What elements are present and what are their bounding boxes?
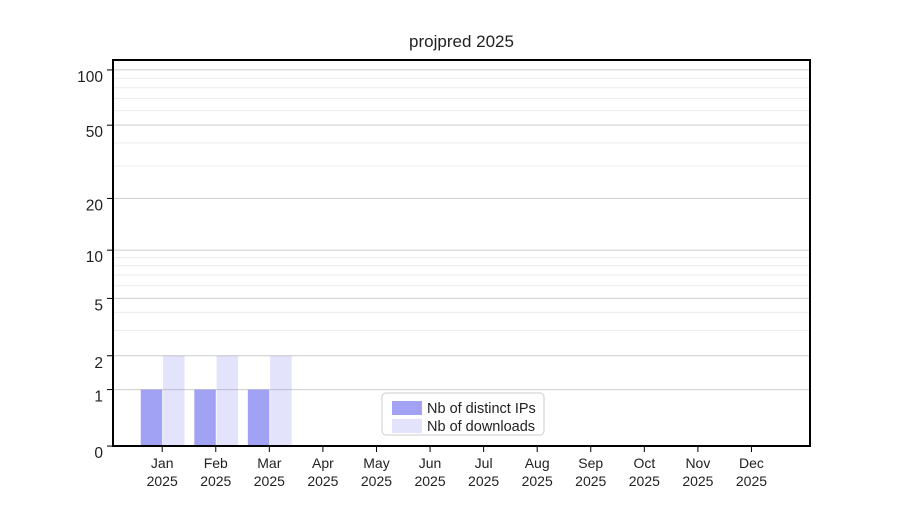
svg-text:2025: 2025 bbox=[522, 473, 553, 489]
svg-text:Feb: Feb bbox=[204, 455, 228, 471]
svg-text:100: 100 bbox=[77, 69, 103, 86]
svg-text:Nb of downloads: Nb of downloads bbox=[427, 419, 535, 435]
svg-text:Nov: Nov bbox=[685, 455, 710, 471]
svg-text:Aug: Aug bbox=[525, 455, 550, 471]
svg-text:2025: 2025 bbox=[254, 473, 285, 489]
svg-text:2025: 2025 bbox=[736, 473, 767, 489]
svg-text:Nb of distinct IPs: Nb of distinct IPs bbox=[427, 401, 536, 417]
svg-text:2025: 2025 bbox=[575, 473, 606, 489]
svg-text:projpred 2025: projpred 2025 bbox=[409, 32, 514, 51]
svg-text:Dec: Dec bbox=[739, 455, 764, 471]
svg-text:Jun: Jun bbox=[419, 455, 442, 471]
svg-text:Jan: Jan bbox=[151, 455, 174, 471]
svg-text:50: 50 bbox=[86, 124, 104, 141]
svg-text:5: 5 bbox=[94, 297, 103, 314]
svg-text:2025: 2025 bbox=[307, 473, 338, 489]
svg-text:Mar: Mar bbox=[257, 455, 281, 471]
svg-text:Sep: Sep bbox=[578, 455, 603, 471]
svg-text:10: 10 bbox=[86, 249, 104, 266]
svg-text:Oct: Oct bbox=[633, 455, 655, 471]
svg-text:2025: 2025 bbox=[147, 473, 178, 489]
svg-text:1: 1 bbox=[94, 389, 103, 406]
svg-text:0: 0 bbox=[94, 445, 103, 462]
svg-text:2025: 2025 bbox=[629, 473, 660, 489]
svg-text:May: May bbox=[363, 455, 389, 471]
svg-text:Apr: Apr bbox=[312, 455, 334, 471]
svg-text:2025: 2025 bbox=[468, 473, 499, 489]
svg-text:Jul: Jul bbox=[475, 455, 493, 471]
svg-text:2025: 2025 bbox=[200, 473, 231, 489]
svg-text:2025: 2025 bbox=[361, 473, 392, 489]
svg-text:2025: 2025 bbox=[682, 473, 713, 489]
svg-text:20: 20 bbox=[86, 197, 104, 214]
svg-text:2025: 2025 bbox=[414, 473, 445, 489]
svg-text:2: 2 bbox=[94, 355, 103, 372]
